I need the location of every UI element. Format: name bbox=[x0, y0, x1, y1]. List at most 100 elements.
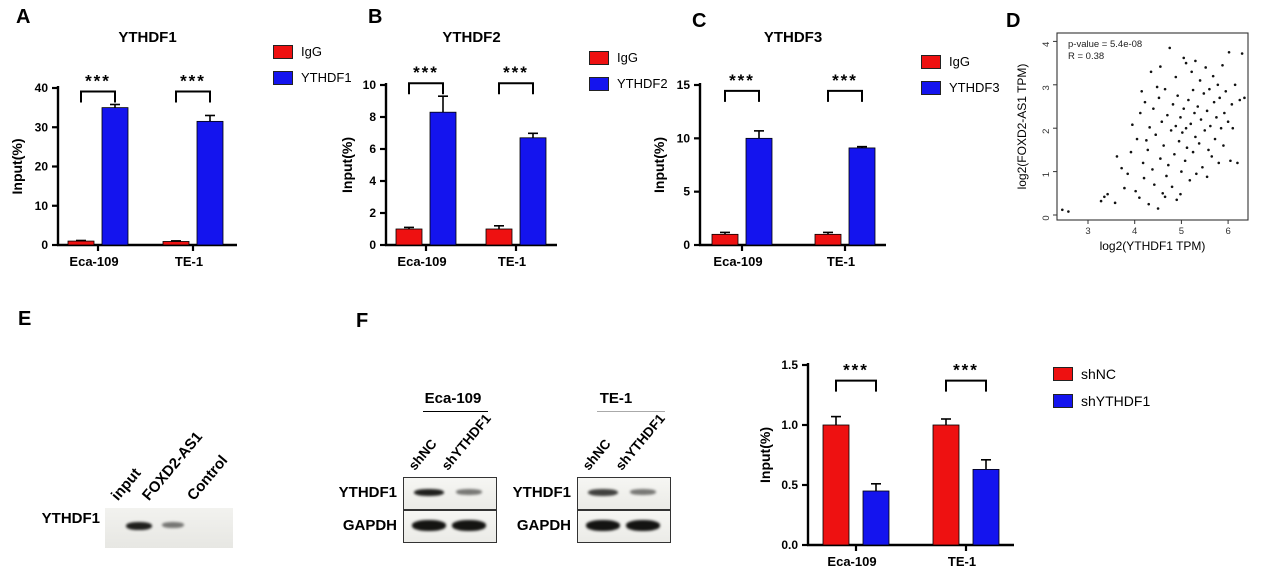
significance-bracket bbox=[835, 379, 877, 392]
bar-TE-1-YTHDF3 bbox=[848, 147, 876, 246]
y-tick-label: 0.5 bbox=[781, 478, 798, 492]
scatter-point bbox=[1222, 144, 1225, 147]
x-category-label: Eca-109 bbox=[713, 254, 762, 269]
panel-f-legend: shNC shYTHDF1 bbox=[1053, 366, 1150, 420]
bar-TE-1-YTHDF2 bbox=[519, 137, 547, 246]
scatter-point bbox=[1217, 161, 1221, 165]
x-category-label: TE-1 bbox=[498, 254, 526, 269]
scatter-point bbox=[1120, 166, 1123, 170]
band-foxd2-as1 bbox=[162, 522, 184, 528]
scatter-point bbox=[1238, 98, 1242, 102]
band-Eca-109-YTHDF1-shYTHDF1 bbox=[456, 489, 482, 495]
significance-stars: *** bbox=[503, 63, 529, 82]
scatter-point bbox=[1103, 195, 1106, 199]
scatter-point bbox=[1205, 109, 1209, 113]
scatter-point bbox=[1189, 122, 1193, 126]
legend-swatch bbox=[589, 76, 609, 91]
legend-label: shNC bbox=[1081, 366, 1117, 382]
band-TE-1-YTHDF1-shYTHDF1 bbox=[630, 489, 656, 495]
scatter-point bbox=[1221, 63, 1224, 67]
scatter-point bbox=[1185, 146, 1189, 150]
scatter-point bbox=[1139, 111, 1142, 115]
y-tick-label: 10 bbox=[35, 199, 49, 213]
chart-title: YTHDF3 bbox=[764, 29, 822, 46]
band-TE-1-YTHDF1-shNC bbox=[588, 488, 618, 496]
band-TE-1-GAPDH-shYTHDF1 bbox=[626, 519, 660, 531]
x-tick-label: 5 bbox=[1179, 226, 1184, 237]
panel-d-label: D bbox=[1006, 10, 1021, 32]
legend-item: YTHDF3 bbox=[921, 80, 1000, 95]
scatter-point bbox=[1151, 168, 1154, 171]
significance-bracket bbox=[175, 90, 211, 103]
scatter-point bbox=[1146, 148, 1150, 152]
blot-row-label-GAPDH: GAPDH bbox=[342, 517, 397, 534]
panel-b-legend: IgG YTHDF2 bbox=[589, 50, 668, 102]
scatter-point bbox=[1159, 65, 1162, 68]
y-tick-label: 15 bbox=[677, 78, 691, 92]
legend-item: YTHDF1 bbox=[273, 70, 352, 85]
scatter-point bbox=[1216, 83, 1220, 87]
scatter-point bbox=[1171, 103, 1175, 106]
legend-swatch bbox=[921, 80, 941, 95]
bar-Eca-109-YTHDF2 bbox=[429, 111, 457, 246]
lane-label-shYTHDF1: shYTHDF1 bbox=[612, 411, 668, 473]
legend-swatch bbox=[1053, 367, 1073, 381]
scatter-point bbox=[1194, 135, 1197, 139]
y-tick-label: 40 bbox=[35, 81, 49, 95]
y-tick-label: 2 bbox=[369, 206, 376, 220]
y-tick-label: 0 bbox=[1041, 215, 1052, 220]
scatter-point bbox=[1061, 208, 1064, 212]
y-tick-label: 0 bbox=[369, 238, 376, 252]
scatter-point bbox=[1155, 85, 1159, 89]
panel-a-legend: IgG YTHDF1 bbox=[273, 44, 352, 96]
scatter-point bbox=[1170, 185, 1174, 189]
scatter-point bbox=[1203, 129, 1207, 132]
x-category-label: TE-1 bbox=[948, 554, 976, 569]
blot-group-header-TE-1: TE-1 bbox=[599, 390, 633, 407]
scatter-point bbox=[1223, 111, 1226, 115]
panel-b-label: B bbox=[368, 6, 383, 28]
significance-stars: *** bbox=[953, 361, 979, 380]
scatter-point bbox=[1190, 70, 1193, 74]
scatter-point bbox=[1205, 175, 1209, 179]
legend-item: shNC bbox=[1053, 366, 1150, 382]
chart-title: YTHDF1 bbox=[118, 29, 176, 46]
bar-Eca-109-IgG bbox=[67, 240, 95, 246]
legend-swatch bbox=[273, 70, 293, 85]
legend-swatch bbox=[589, 50, 609, 65]
scatter-point bbox=[1106, 192, 1109, 196]
scatter-point bbox=[1163, 195, 1167, 199]
legend-swatch bbox=[273, 44, 293, 59]
blot-group-header-Eca-109: Eca-109 bbox=[424, 390, 482, 407]
scatter-point bbox=[1197, 142, 1201, 145]
y-tick-label: 6 bbox=[369, 142, 376, 156]
blot-row-label-YTHDF1: YTHDF1 bbox=[338, 484, 397, 501]
scatter-point bbox=[1201, 165, 1204, 169]
y-tick-label: 10 bbox=[363, 78, 377, 92]
scatter-point bbox=[1173, 152, 1176, 156]
scatter-point bbox=[1230, 103, 1234, 106]
significance-bracket bbox=[724, 89, 760, 102]
legend-swatch bbox=[1053, 394, 1073, 408]
band-Eca-109-GAPDH-shNC bbox=[412, 519, 446, 531]
scatter-point bbox=[1226, 120, 1230, 123]
scatter-point bbox=[1129, 150, 1133, 154]
chart-title: YTHDF2 bbox=[442, 29, 500, 46]
scatter-point bbox=[1219, 126, 1223, 130]
bar-Eca-109-IgG bbox=[395, 228, 423, 246]
scatter-point bbox=[1194, 59, 1197, 63]
scatter-point bbox=[1208, 87, 1211, 91]
scatter-point bbox=[1131, 123, 1134, 127]
scatter-point bbox=[1182, 56, 1186, 60]
significance-bracket bbox=[945, 379, 987, 392]
legend-label: YTHDF3 bbox=[949, 80, 1000, 95]
scatter-point bbox=[1168, 46, 1172, 50]
scatter-point bbox=[1161, 192, 1165, 195]
legend-swatch bbox=[921, 54, 941, 69]
y-tick-label: 2 bbox=[1041, 129, 1052, 134]
scatter-point bbox=[1147, 202, 1151, 206]
y-tick-label: 20 bbox=[35, 160, 49, 174]
bar-TE-1-IgG bbox=[162, 241, 190, 246]
x-category-label: TE-1 bbox=[827, 254, 855, 269]
y-tick-label: 0 bbox=[41, 238, 48, 252]
